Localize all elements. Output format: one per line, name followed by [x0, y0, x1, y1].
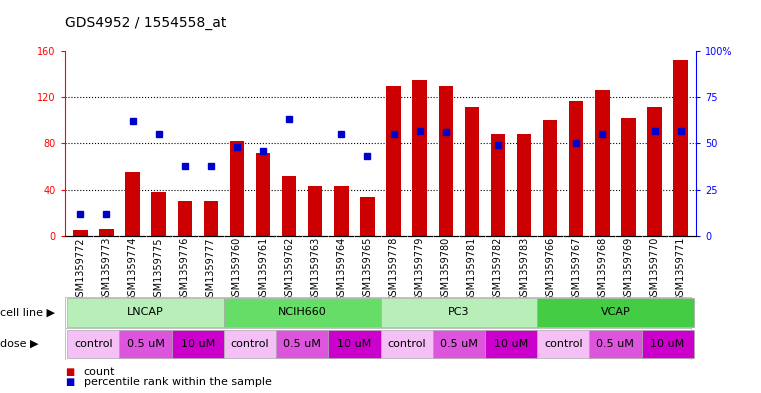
Bar: [99, 229, 113, 236]
Bar: [230, 141, 244, 236]
Text: count: count: [84, 367, 115, 377]
Text: GSM1359773: GSM1359773: [101, 237, 111, 302]
Text: VCAP: VCAP: [600, 307, 630, 318]
Text: 10 uM: 10 uM: [651, 339, 685, 349]
Bar: [380, 298, 537, 327]
Bar: [465, 107, 479, 236]
Text: percentile rank within the sample: percentile rank within the sample: [84, 377, 272, 387]
Text: GSM1359770: GSM1359770: [650, 237, 660, 302]
Text: GSM1359775: GSM1359775: [154, 237, 164, 303]
Bar: [73, 230, 88, 236]
Bar: [438, 86, 453, 236]
Text: GSM1359779: GSM1359779: [415, 237, 425, 302]
Bar: [491, 134, 505, 236]
Bar: [621, 118, 635, 236]
Text: 0.5 uM: 0.5 uM: [283, 339, 321, 349]
Text: GSM1359765: GSM1359765: [362, 237, 372, 302]
Bar: [412, 80, 427, 236]
Bar: [224, 330, 276, 358]
Bar: [204, 201, 218, 236]
Bar: [151, 192, 166, 236]
Bar: [172, 330, 224, 358]
Bar: [642, 330, 694, 358]
Text: GSM1359778: GSM1359778: [389, 237, 399, 302]
Text: GSM1359772: GSM1359772: [75, 237, 85, 303]
Text: control: control: [74, 339, 113, 349]
Bar: [537, 330, 589, 358]
Text: 0.5 uM: 0.5 uM: [597, 339, 635, 349]
Bar: [282, 176, 296, 236]
Text: GSM1359776: GSM1359776: [180, 237, 189, 302]
Text: control: control: [231, 339, 269, 349]
Bar: [177, 201, 192, 236]
Text: GSM1359761: GSM1359761: [258, 237, 268, 302]
Bar: [673, 60, 688, 236]
Bar: [648, 107, 662, 236]
Text: dose ▶: dose ▶: [0, 339, 39, 349]
Text: GDS4952 / 1554558_at: GDS4952 / 1554558_at: [65, 16, 226, 30]
Text: 10 uM: 10 uM: [337, 339, 371, 349]
Bar: [387, 86, 401, 236]
Bar: [276, 330, 328, 358]
Text: 0.5 uM: 0.5 uM: [126, 339, 164, 349]
Text: LNCAP: LNCAP: [127, 307, 164, 318]
Bar: [328, 330, 380, 358]
Text: GSM1359771: GSM1359771: [676, 237, 686, 302]
Text: GSM1359780: GSM1359780: [441, 237, 451, 302]
Text: ■: ■: [65, 377, 74, 387]
Bar: [67, 330, 119, 358]
Bar: [380, 330, 433, 358]
Bar: [256, 152, 270, 236]
Text: GSM1359774: GSM1359774: [128, 237, 138, 302]
Text: 10 uM: 10 uM: [180, 339, 215, 349]
Text: GSM1359766: GSM1359766: [545, 237, 556, 302]
Bar: [119, 330, 172, 358]
Text: GSM1359760: GSM1359760: [232, 237, 242, 302]
Bar: [485, 330, 537, 358]
Text: GSM1359781: GSM1359781: [466, 237, 477, 302]
Text: GSM1359777: GSM1359777: [205, 237, 216, 303]
Text: 0.5 uM: 0.5 uM: [440, 339, 478, 349]
Text: ■: ■: [65, 367, 74, 377]
Text: PC3: PC3: [448, 307, 470, 318]
Bar: [595, 90, 610, 236]
Text: GSM1359764: GSM1359764: [336, 237, 346, 302]
Text: NCIH660: NCIH660: [278, 307, 326, 318]
Bar: [334, 186, 349, 236]
Bar: [537, 298, 694, 327]
Bar: [360, 196, 374, 236]
Text: GSM1359763: GSM1359763: [310, 237, 320, 302]
Text: GSM1359768: GSM1359768: [597, 237, 607, 302]
Bar: [433, 330, 485, 358]
Bar: [126, 172, 140, 236]
Text: GSM1359769: GSM1359769: [623, 237, 633, 302]
Bar: [308, 186, 323, 236]
Bar: [569, 101, 584, 236]
Bar: [224, 298, 380, 327]
Text: GSM1359767: GSM1359767: [572, 237, 581, 302]
Text: cell line ▶: cell line ▶: [0, 307, 55, 318]
Bar: [517, 134, 531, 236]
Text: GSM1359782: GSM1359782: [493, 237, 503, 302]
Text: control: control: [544, 339, 582, 349]
Text: control: control: [387, 339, 426, 349]
Text: GSM1359762: GSM1359762: [284, 237, 295, 302]
Bar: [589, 330, 642, 358]
Bar: [543, 120, 557, 236]
Bar: [67, 298, 224, 327]
Text: 10 uM: 10 uM: [494, 339, 528, 349]
Text: GSM1359783: GSM1359783: [519, 237, 529, 302]
